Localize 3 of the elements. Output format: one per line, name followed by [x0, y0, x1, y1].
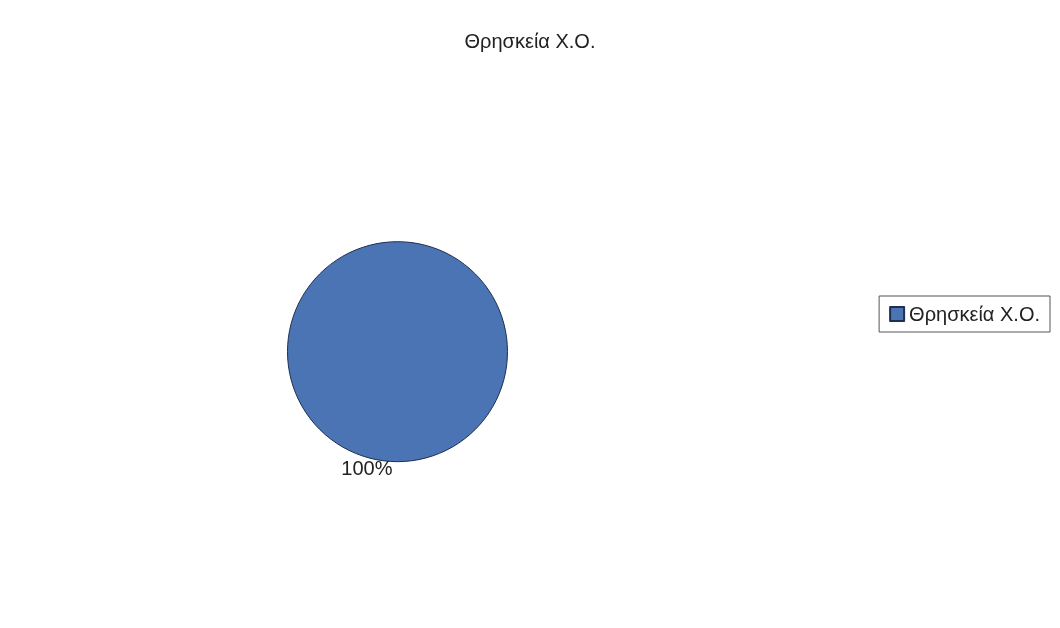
data-label: 100% — [341, 456, 393, 479]
legend-label: Θρησκεία Χ.Ο. — [909, 303, 1040, 325]
chart-title: Θρησκεία Χ.Ο. — [464, 30, 596, 52]
